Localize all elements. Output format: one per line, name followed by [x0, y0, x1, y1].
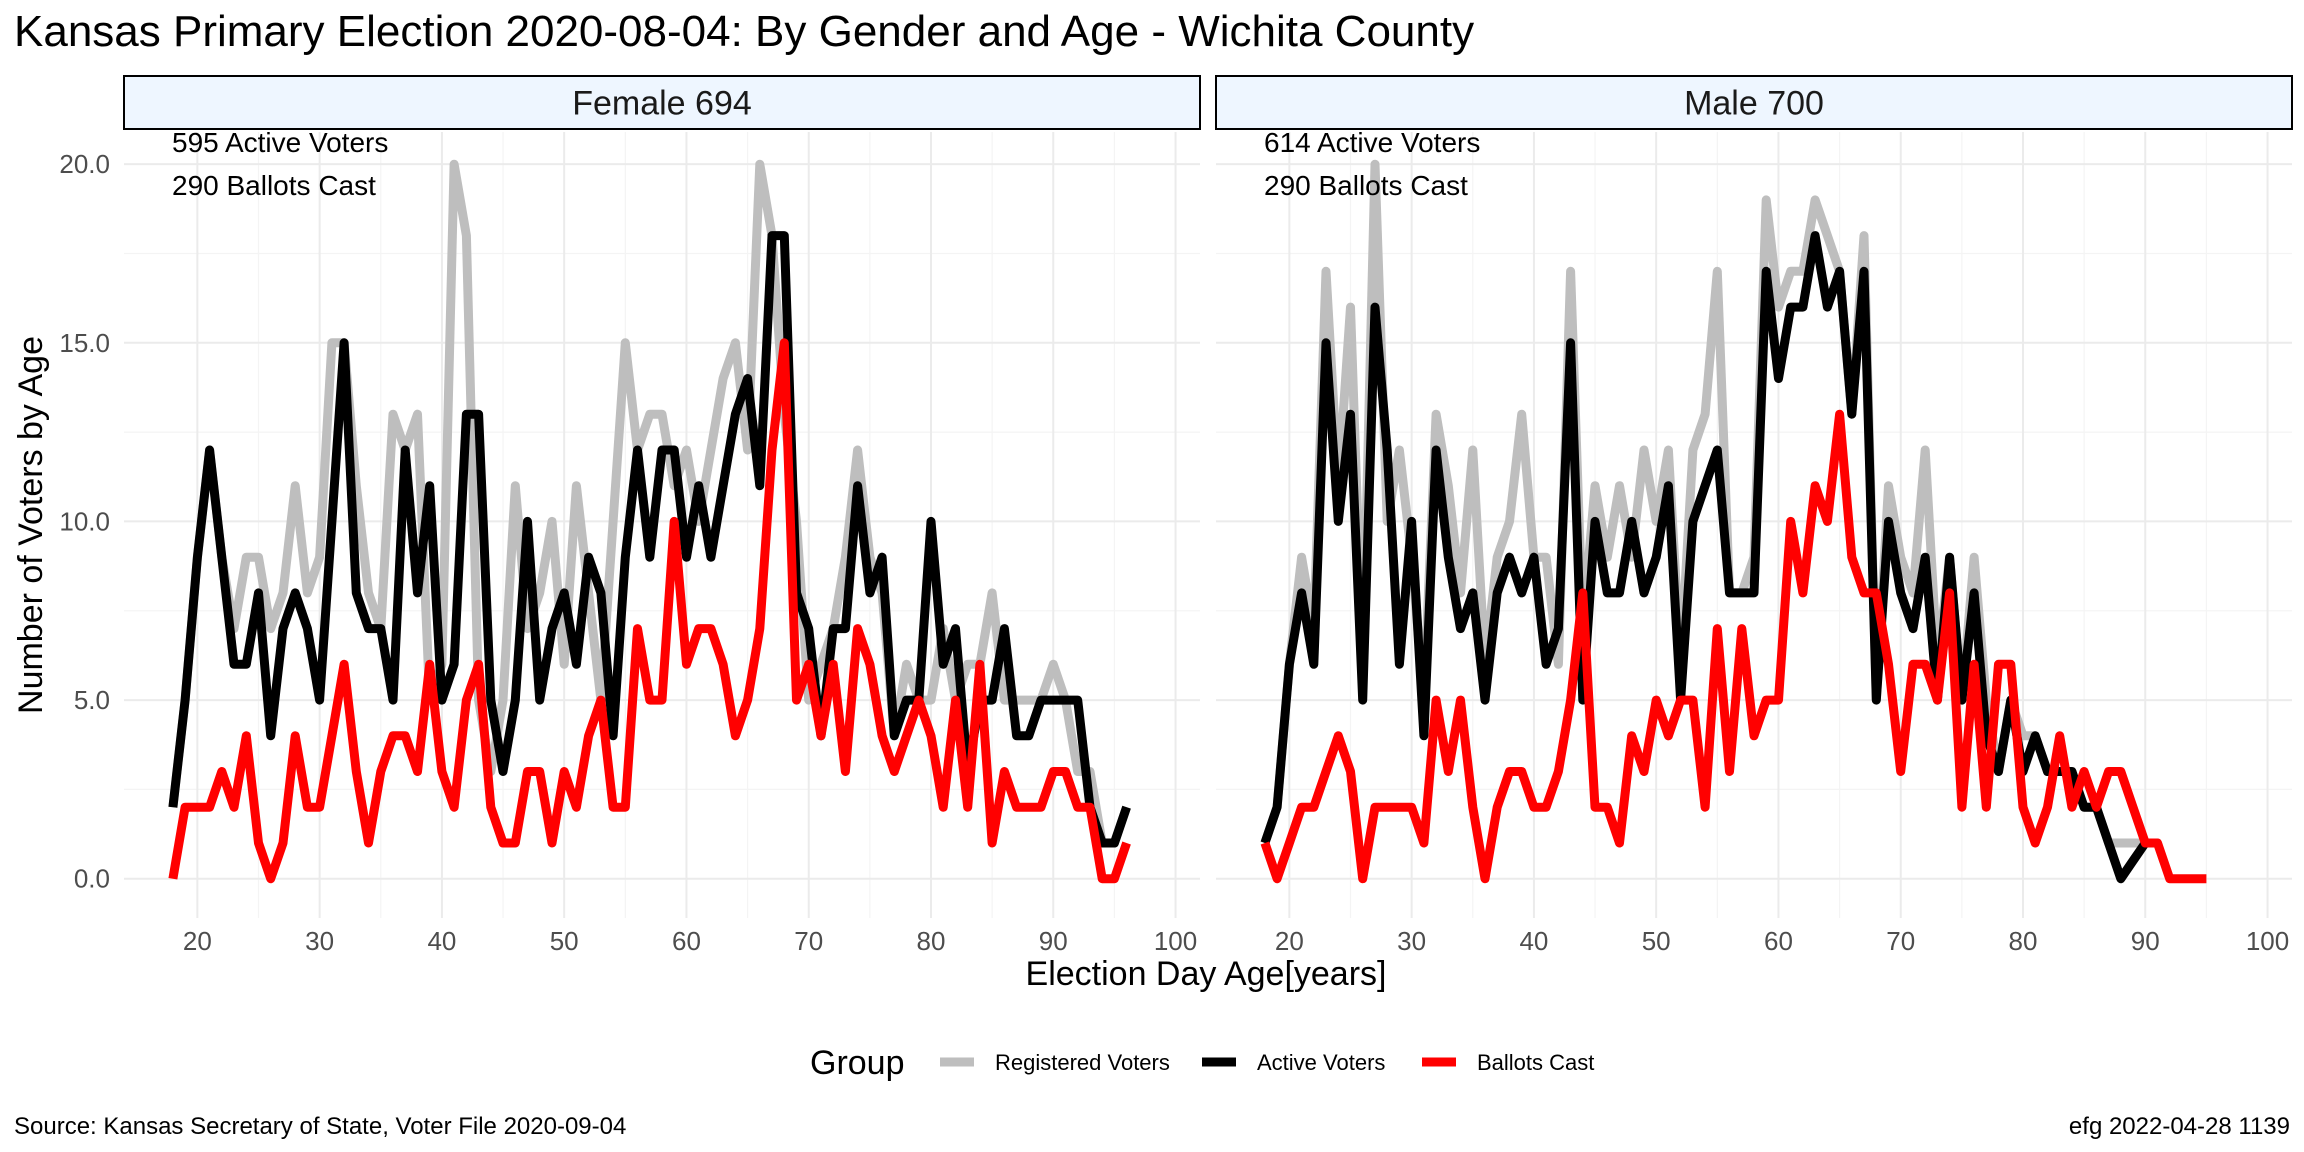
caption-credit: efg 2022-04-28 1139: [2069, 1113, 2290, 1140]
facet-strip-label: Female 694: [572, 85, 752, 123]
facet-strip-label: Male 700: [1684, 85, 1824, 123]
panel-1: Female 694 0.0 5.0 10.0 15.0 20.0 20 30 40 50 60 70…: [59, 75, 1201, 956]
series-line-ballots: [1260, 409, 2207, 884]
panel-annotation: 614 Active Voters: [1264, 127, 1480, 158]
facet-strip: [123, 75, 1201, 130]
x-tick-label: 60: [672, 926, 701, 956]
series-line-ballots: [168, 338, 1131, 884]
caption-source: Source: Kansas Secretary of State, Voter…: [14, 1113, 626, 1140]
series-line-registered: [168, 159, 1131, 848]
panel-annotation: 290 Ballots Cast: [1264, 170, 1468, 201]
series-line-active: [1260, 231, 2150, 884]
legend: Group Registered Voters Active Voters Ballo…: [810, 1044, 1594, 1082]
panel-2: Male 700 20 30 40 50 60 70 80 90 100 614 Active Vo…: [1215, 75, 2293, 956]
x-tick-label: 100: [1154, 926, 1197, 956]
legend-title: Group: [810, 1044, 905, 1082]
y-tick-label: 10.0: [59, 506, 110, 536]
legend-label: Ballots Cast: [1477, 1050, 1594, 1075]
x-tick-label: 20: [1275, 926, 1304, 956]
x-tick-label: 30: [305, 926, 334, 956]
x-axis-title: Election Day Age[years]: [1026, 955, 1387, 993]
x-tick-label: 80: [2009, 926, 2038, 956]
y-axis-title: Number of Voters by Age: [12, 336, 50, 714]
x-tick-label: 50: [1642, 926, 1671, 956]
legend-label: Registered Voters: [995, 1050, 1170, 1075]
legend-label: Active Voters: [1257, 1050, 1385, 1075]
x-tick-label: 30: [1397, 926, 1426, 956]
legend-item-ballots: Ballots Cast: [1422, 1050, 1594, 1075]
y-tick-label: 20.0: [59, 149, 110, 179]
panel-annotation: 290 Ballots Cast: [172, 170, 376, 201]
y-tick-label: 15.0: [59, 328, 110, 358]
x-tick-label: 20: [183, 926, 212, 956]
x-tick-label: 90: [1039, 926, 1068, 956]
x-tick-label: 50: [550, 926, 579, 956]
panels: Female 694 0.0 5.0 10.0 15.0 20.0 20 30 40 50 60 70…: [59, 75, 2293, 956]
x-tick-label: 70: [794, 926, 823, 956]
x-tick-label: 80: [917, 926, 946, 956]
legend-item-registered: Registered Voters: [940, 1050, 1170, 1075]
legend-item-active: Active Voters: [1202, 1050, 1385, 1075]
x-tick-label: 40: [1519, 926, 1548, 956]
x-tick-label: 40: [427, 926, 456, 956]
x-tick-label: 90: [2131, 926, 2160, 956]
panel-annotation: 595 Active Voters: [172, 127, 388, 158]
chart-title: Kansas Primary Election 2020-08-04: By G…: [14, 7, 1474, 56]
y-tick-label: 0.0: [74, 864, 110, 894]
y-tick-label: 5.0: [74, 685, 110, 715]
x-tick-label: 60: [1764, 926, 1793, 956]
x-tick-label: 100: [2246, 926, 2289, 956]
x-tick-label: 70: [1886, 926, 1915, 956]
facet-strip: [1215, 75, 2293, 130]
